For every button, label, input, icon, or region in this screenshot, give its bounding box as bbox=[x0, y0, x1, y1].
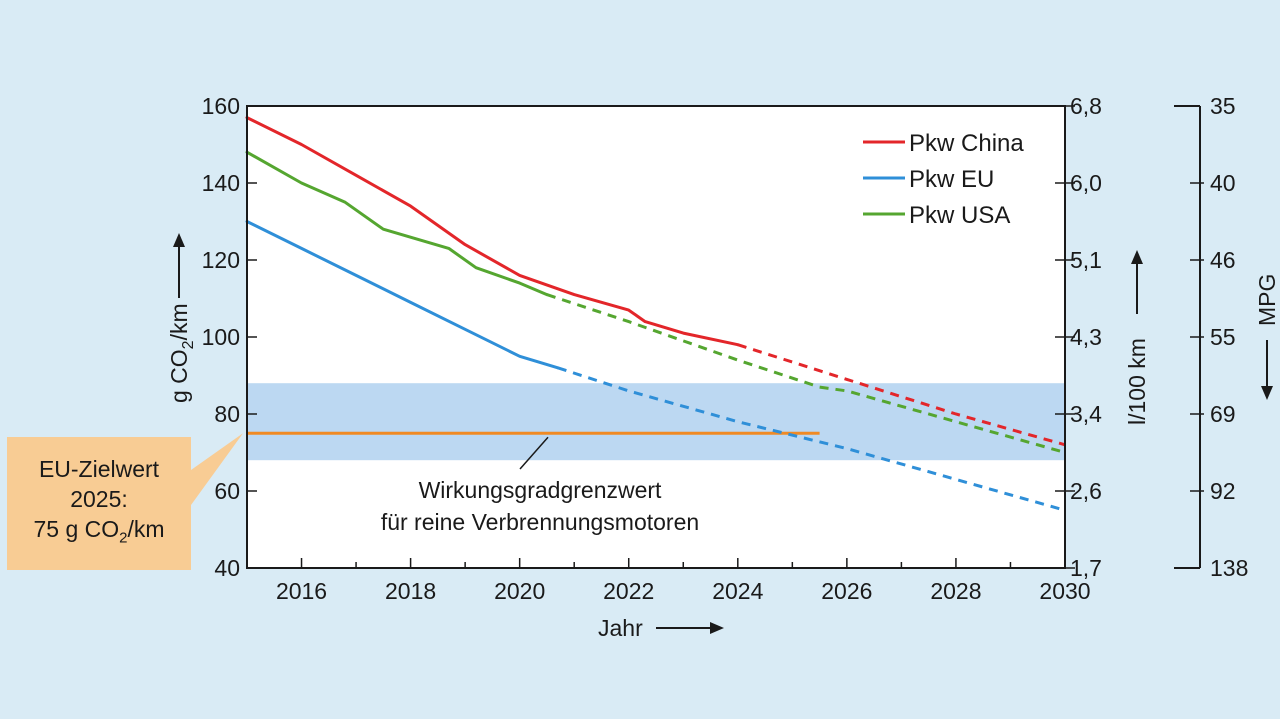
x-tick-label: 2018 bbox=[385, 578, 436, 604]
y-tick-label-right: 4,3 bbox=[1070, 324, 1102, 350]
y-axis-left-arrow-head bbox=[173, 233, 185, 247]
callout-pointer bbox=[191, 433, 243, 505]
y-axis-left-label-group: g CO2/km bbox=[166, 303, 197, 403]
y-axis-mpg-arrow-head bbox=[1261, 386, 1273, 400]
y-axis-right-label: l/100 km bbox=[1124, 338, 1150, 425]
callout-line3: 75 g CO2/km bbox=[33, 515, 165, 547]
mpg-tick-label: 40 bbox=[1210, 170, 1236, 196]
series-china-line bbox=[245, 116, 740, 347]
legend-label-eu: Pkw EU bbox=[909, 166, 994, 193]
x-tick-label: 2020 bbox=[494, 578, 545, 604]
x-tick-label: 2026 bbox=[821, 578, 872, 604]
band-label-line2: für reine Verbrennungsmotoren bbox=[381, 509, 699, 535]
y-axis-left-label-sub: 2 bbox=[180, 340, 197, 349]
y-tick-label-right: 1,7 bbox=[1070, 555, 1102, 581]
mpg-tick-label: 35 bbox=[1210, 93, 1236, 119]
x-tick-label: 2030 bbox=[1039, 578, 1090, 604]
x-tick-label: 2022 bbox=[603, 578, 654, 604]
series-layer bbox=[245, 116, 1066, 512]
y-tick-label-right: 6,0 bbox=[1070, 170, 1102, 196]
series-eu-projection bbox=[557, 366, 1066, 512]
series-usa-line bbox=[245, 150, 549, 297]
y-tick-label-right: 6,8 bbox=[1070, 93, 1102, 119]
ticks-layer: 2016 2018 2020 2022 2024 2026 2028 2030 40 60 80 10… bbox=[202, 93, 1249, 604]
mpg-tick-label: 92 bbox=[1210, 478, 1236, 504]
mpg-tick-label: 55 bbox=[1210, 324, 1236, 350]
x-tick-label: 2028 bbox=[930, 578, 981, 604]
legend-label-china: Pkw China bbox=[909, 130, 1024, 157]
legend: Pkw China Pkw EU Pkw USA bbox=[863, 130, 1024, 229]
y-tick-label-left: 60 bbox=[214, 478, 240, 504]
plot-area bbox=[247, 106, 1065, 568]
band-label-leader bbox=[519, 436, 549, 470]
x-tick-label: 2016 bbox=[276, 578, 327, 604]
y-tick-label-right: 5,1 bbox=[1070, 247, 1102, 273]
y-tick-label-left: 80 bbox=[214, 401, 240, 427]
y-tick-label-left: 40 bbox=[214, 555, 240, 581]
mpg-tick-label: 69 bbox=[1210, 401, 1236, 427]
series-eu-line bbox=[245, 220, 560, 370]
y-tick-label-right: 2,6 bbox=[1070, 478, 1102, 504]
callout-line1: EU-Zielwert bbox=[38, 455, 160, 482]
x-axis-arrow-head bbox=[710, 622, 724, 634]
y-tick-label-left: 160 bbox=[202, 93, 240, 119]
mpg-tick-label: 138 bbox=[1210, 555, 1248, 581]
y-tick-label-left: 100 bbox=[202, 324, 240, 350]
y-axis-mpg-label: MPG bbox=[1254, 274, 1280, 326]
series-usa-projection bbox=[546, 293, 1066, 454]
legend-label-usa: Pkw USA bbox=[909, 202, 1010, 229]
x-axis-label: Jahr bbox=[598, 615, 643, 641]
y-tick-label-right: 3,4 bbox=[1070, 401, 1102, 427]
callout-line2: 2025: bbox=[70, 485, 128, 512]
x-tick-label: 2024 bbox=[712, 578, 763, 604]
callout-line3-sub: 2 bbox=[119, 529, 128, 547]
mpg-tick-label: 46 bbox=[1210, 247, 1236, 273]
y-tick-label-left: 140 bbox=[202, 170, 240, 196]
y-axis-left-label: g CO2/km bbox=[166, 303, 197, 403]
y-tick-label-left: 120 bbox=[202, 247, 240, 273]
y-axis-right-label-group: l/100 km bbox=[1124, 338, 1150, 425]
eu-target-callout: EU-Zielwert 2025: 75 g CO2/km bbox=[7, 437, 191, 570]
y-axis-mpg-label-group: MPG bbox=[1254, 274, 1280, 326]
band-label-line1: Wirkungsgradgrenzwert bbox=[419, 477, 662, 503]
y-axis-right-arrow-head bbox=[1131, 250, 1143, 264]
x-axis-label-group: Jahr bbox=[598, 615, 724, 641]
efficiency-band bbox=[247, 383, 1065, 461]
